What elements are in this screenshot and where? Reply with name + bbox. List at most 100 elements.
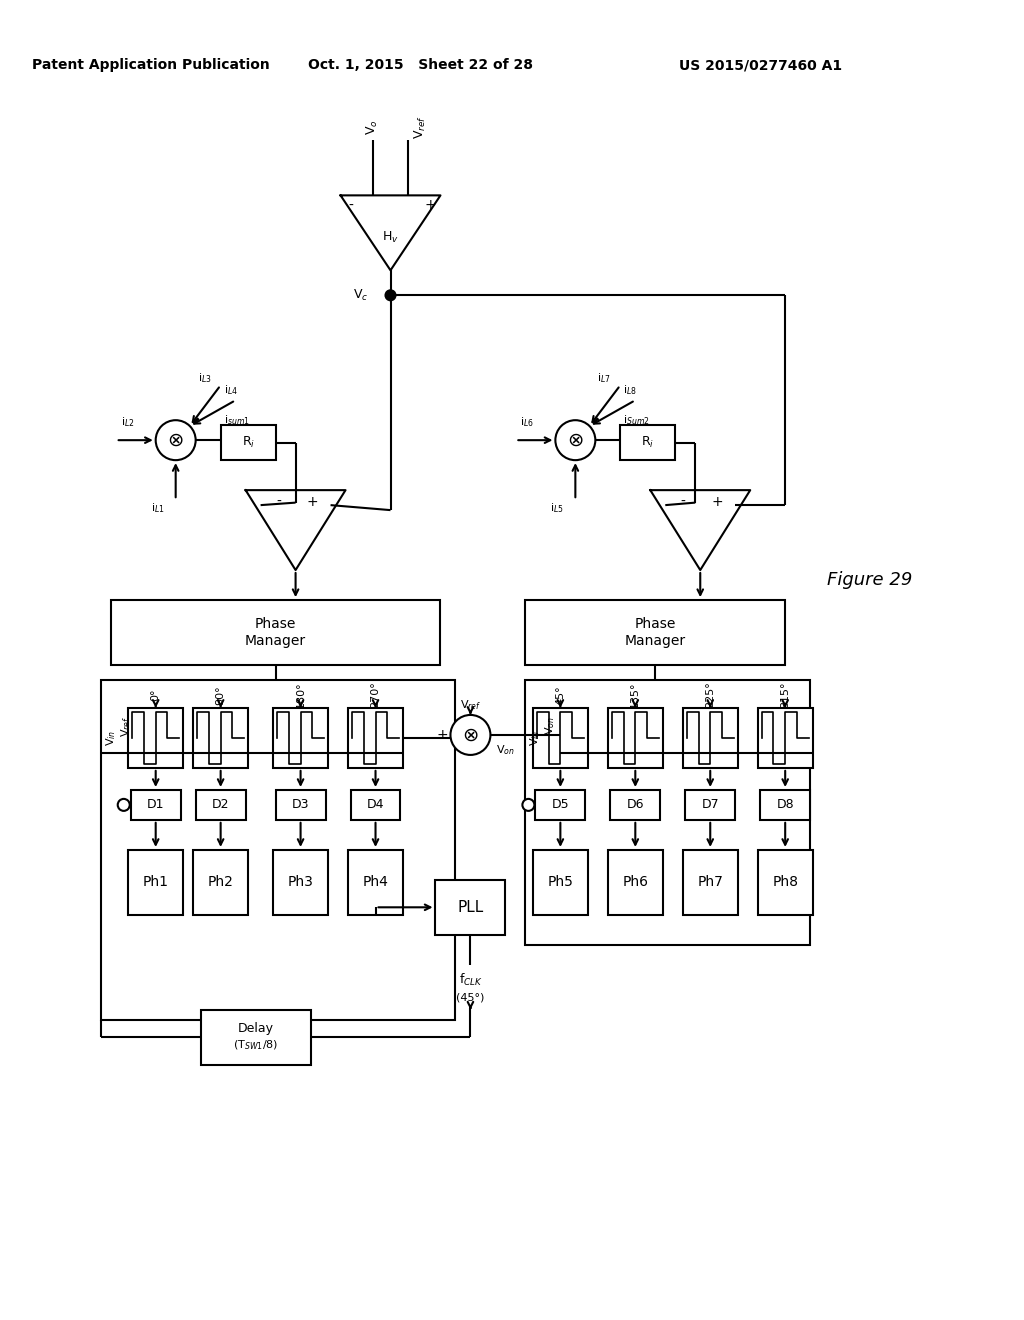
Text: 225°: 225° xyxy=(706,681,715,709)
Text: i$_{L4}$: i$_{L4}$ xyxy=(223,383,238,397)
Text: V$_{on}$: V$_{on}$ xyxy=(496,743,515,756)
Bar xyxy=(532,708,588,768)
Bar xyxy=(758,708,813,768)
Text: +: + xyxy=(436,727,449,742)
Text: US 2015/0277460 A1: US 2015/0277460 A1 xyxy=(679,58,842,73)
Text: +: + xyxy=(307,495,318,510)
Text: -: - xyxy=(276,495,281,510)
Text: 45°: 45° xyxy=(555,685,565,705)
Bar xyxy=(536,789,586,820)
Bar xyxy=(273,708,328,768)
Circle shape xyxy=(385,290,395,300)
Text: D6: D6 xyxy=(627,799,644,812)
Text: f$_{CLK}$: f$_{CLK}$ xyxy=(459,972,482,987)
Text: i$_{Sum2}$: i$_{Sum2}$ xyxy=(624,413,650,428)
Bar xyxy=(608,708,663,768)
Text: V$_{ref}$: V$_{ref}$ xyxy=(119,715,133,737)
Text: +: + xyxy=(712,495,723,510)
Text: Ph8: Ph8 xyxy=(772,875,798,890)
Text: 90°: 90° xyxy=(216,685,225,705)
Text: 180°: 180° xyxy=(296,681,305,709)
Bar xyxy=(532,850,588,915)
Text: D4: D4 xyxy=(367,799,384,812)
Text: i$_{L2}$: i$_{L2}$ xyxy=(121,416,134,429)
Circle shape xyxy=(522,799,535,810)
Bar xyxy=(100,680,456,1020)
Text: R$_i$: R$_i$ xyxy=(641,436,654,450)
Text: Phase
Manager: Phase Manager xyxy=(245,618,306,648)
Bar xyxy=(111,601,440,665)
Text: PLL: PLL xyxy=(458,900,483,915)
Text: Ph4: Ph4 xyxy=(362,875,388,890)
Text: Phase
Manager: Phase Manager xyxy=(625,618,686,648)
Text: Ph2: Ph2 xyxy=(208,875,233,890)
Bar xyxy=(683,708,737,768)
Text: V$_{ref}$: V$_{ref}$ xyxy=(413,116,428,140)
Text: ⊗: ⊗ xyxy=(462,726,478,744)
Text: V$_o$: V$_o$ xyxy=(365,120,380,135)
Bar xyxy=(201,1010,310,1065)
Text: Patent Application Publication: Patent Application Publication xyxy=(32,58,269,73)
Text: -: - xyxy=(348,198,353,213)
Bar xyxy=(685,789,735,820)
Text: +: + xyxy=(425,198,436,213)
Text: V$_{ref}$: V$_{ref}$ xyxy=(460,698,481,711)
Text: V$_{in}$: V$_{in}$ xyxy=(103,730,118,746)
Text: V$_c$: V$_c$ xyxy=(353,288,369,302)
Circle shape xyxy=(451,715,490,755)
Text: Delay: Delay xyxy=(238,1023,273,1035)
Text: 135°: 135° xyxy=(631,681,640,709)
Text: ⊗: ⊗ xyxy=(567,430,584,450)
Text: (T$_{SW1}$/8): (T$_{SW1}$/8) xyxy=(233,1039,279,1052)
Bar xyxy=(196,789,246,820)
Text: D2: D2 xyxy=(212,799,229,812)
Text: D8: D8 xyxy=(776,799,794,812)
Text: 0°: 0° xyxy=(151,689,161,701)
Text: ⊗: ⊗ xyxy=(168,430,184,450)
Bar xyxy=(525,680,810,945)
Bar xyxy=(194,708,248,768)
Bar xyxy=(275,789,326,820)
Text: i$_{L8}$: i$_{L8}$ xyxy=(624,383,637,397)
Text: i$_{L5}$: i$_{L5}$ xyxy=(551,502,564,515)
Text: Ph1: Ph1 xyxy=(142,875,169,890)
Bar xyxy=(194,850,248,915)
Circle shape xyxy=(156,420,196,461)
Bar xyxy=(760,789,810,820)
Text: V$_{in}$: V$_{in}$ xyxy=(528,730,543,746)
Bar xyxy=(348,708,403,768)
Text: Ph3: Ph3 xyxy=(288,875,313,890)
Bar xyxy=(608,850,663,915)
Text: Ph5: Ph5 xyxy=(548,875,573,890)
Text: V$_{on}$: V$_{on}$ xyxy=(544,717,557,735)
Text: D3: D3 xyxy=(292,799,309,812)
Text: Ph7: Ph7 xyxy=(697,875,723,890)
Text: R$_i$: R$_i$ xyxy=(242,436,255,450)
Text: i$_{L7}$: i$_{L7}$ xyxy=(597,371,611,385)
Bar xyxy=(525,601,785,665)
Bar xyxy=(128,708,183,768)
Text: D1: D1 xyxy=(146,799,165,812)
Bar xyxy=(273,850,328,915)
Bar xyxy=(435,880,506,935)
Bar xyxy=(128,850,183,915)
Text: i$_{L6}$: i$_{L6}$ xyxy=(520,416,535,429)
Text: i$_{L1}$: i$_{L1}$ xyxy=(151,502,165,515)
Text: i$_{sum1}$: i$_{sum1}$ xyxy=(223,413,250,428)
Bar xyxy=(131,789,180,820)
Bar xyxy=(348,850,403,915)
Text: H$_v$: H$_v$ xyxy=(382,230,399,246)
Bar xyxy=(220,425,275,461)
Bar xyxy=(683,850,737,915)
Text: 270°: 270° xyxy=(371,681,381,709)
Bar xyxy=(621,425,675,461)
Text: D7: D7 xyxy=(701,799,719,812)
Text: (45°): (45°) xyxy=(457,993,484,1003)
Text: Oct. 1, 2015   Sheet 22 of 28: Oct. 1, 2015 Sheet 22 of 28 xyxy=(308,58,532,73)
Text: D5: D5 xyxy=(552,799,569,812)
Bar xyxy=(350,789,400,820)
Bar xyxy=(610,789,660,820)
Circle shape xyxy=(555,420,595,461)
Circle shape xyxy=(118,799,130,810)
Bar xyxy=(758,850,813,915)
